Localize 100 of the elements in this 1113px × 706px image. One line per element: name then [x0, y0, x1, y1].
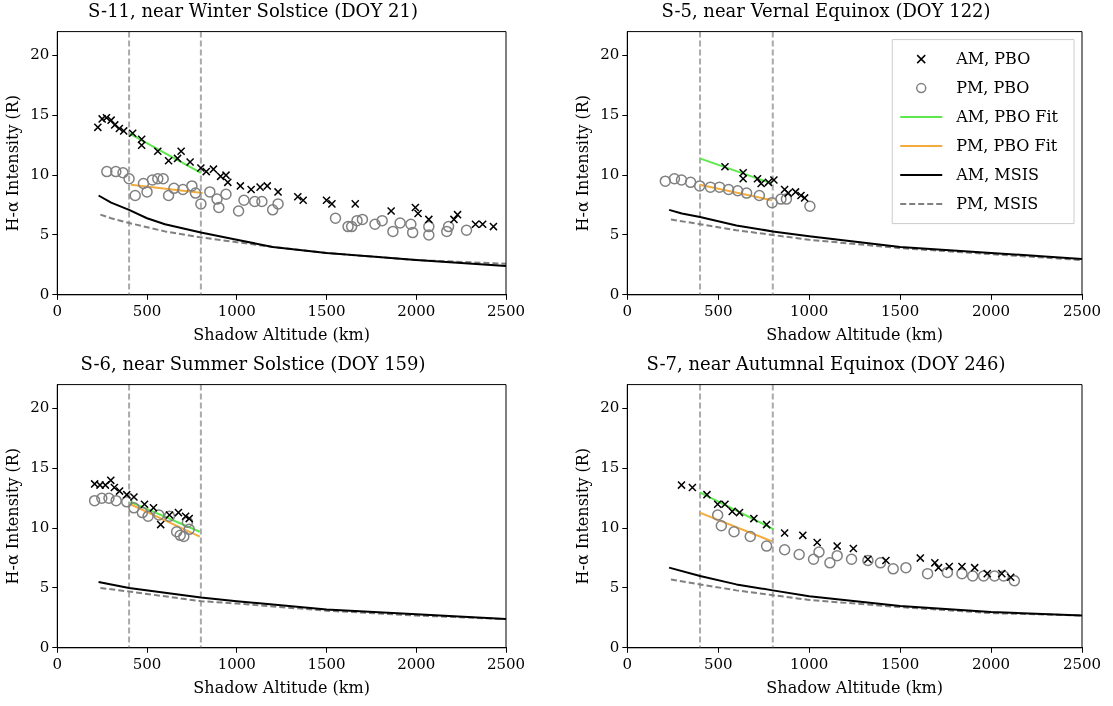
x-tick-label: 1000 — [790, 654, 829, 673]
point — [807, 553, 820, 566]
point — [386, 206, 396, 216]
point — [460, 224, 473, 236]
chart-title: S-11, near Winter Solstice (DOY 21) — [88, 0, 418, 22]
point — [1008, 575, 1021, 587]
point — [780, 193, 793, 205]
point — [749, 514, 759, 523]
x-tick-label: 1500 — [881, 301, 920, 320]
point — [181, 516, 194, 528]
x-axis-title: Shadow Altitude (km) — [766, 324, 943, 344]
point — [702, 490, 712, 499]
point — [189, 187, 202, 199]
x-tick-label: 2500 — [486, 301, 526, 320]
point — [140, 499, 149, 509]
point — [236, 181, 245, 191]
point — [129, 492, 139, 502]
point — [764, 178, 773, 187]
x-tick-label: 500 — [132, 301, 162, 320]
point — [966, 570, 979, 582]
point — [715, 520, 728, 532]
point — [812, 538, 822, 547]
point — [209, 164, 218, 174]
y-tick-label: 10 — [30, 165, 50, 184]
point — [930, 558, 940, 568]
point — [110, 120, 120, 130]
point — [170, 526, 183, 538]
point — [791, 187, 800, 197]
point — [997, 570, 1010, 582]
x-tick-label: 2500 — [1062, 654, 1102, 673]
point — [778, 543, 791, 556]
y-tick-label: 0 — [609, 637, 620, 656]
point — [921, 567, 934, 580]
y-tick-label: 15 — [30, 458, 50, 477]
point — [849, 544, 858, 553]
x-tick-label: 1500 — [307, 654, 346, 673]
point — [744, 530, 756, 543]
point — [668, 173, 681, 185]
point — [110, 494, 122, 507]
y-tick-label: 5 — [609, 224, 620, 243]
point — [97, 114, 107, 124]
point — [471, 219, 480, 229]
x-tick-label: 500 — [703, 301, 733, 320]
point — [813, 546, 825, 558]
x-tick-label: 0 — [52, 301, 63, 320]
point — [760, 540, 773, 552]
point — [178, 530, 190, 543]
point — [256, 195, 268, 208]
point — [387, 225, 399, 238]
point — [735, 508, 744, 517]
legend-label: PM, PBO — [956, 78, 1030, 98]
point — [832, 541, 842, 551]
point — [156, 520, 165, 529]
point — [266, 204, 279, 216]
x-tick-label: 0 — [622, 301, 633, 320]
point — [136, 506, 149, 519]
point — [93, 123, 103, 132]
point — [216, 172, 225, 181]
point — [204, 186, 216, 198]
point — [88, 494, 101, 507]
x-tick-label: 2000 — [397, 301, 436, 320]
point — [103, 492, 115, 505]
y-tick-label: 5 — [609, 577, 620, 596]
y-tick-label: 10 — [600, 165, 620, 184]
chart-title: S-5, near Vernal Equinox (DOY 122) — [661, 0, 991, 22]
point — [211, 193, 223, 205]
point — [117, 167, 129, 179]
point — [804, 200, 816, 213]
point — [272, 198, 284, 210]
y-tick-label: 15 — [600, 105, 620, 124]
point — [677, 480, 686, 490]
point — [713, 181, 726, 193]
point — [988, 570, 1001, 582]
point — [684, 176, 697, 189]
point — [977, 570, 990, 582]
y-tick-label: 20 — [600, 398, 620, 417]
point — [101, 165, 113, 178]
legend-label: PM, MSIS — [956, 194, 1039, 214]
point — [659, 175, 672, 187]
point — [756, 179, 766, 188]
point — [982, 569, 992, 578]
point — [149, 503, 158, 513]
x-tick-label: 1000 — [790, 301, 829, 320]
y-tick-label: 15 — [30, 105, 50, 124]
point — [478, 219, 487, 229]
point — [128, 129, 137, 138]
point — [273, 187, 283, 197]
x-tick-label: 1000 — [217, 301, 256, 320]
point — [740, 187, 753, 199]
point — [944, 562, 954, 571]
y-axis-title: H-α Intensity (R) — [2, 447, 22, 585]
point — [369, 218, 381, 230]
point — [1006, 572, 1015, 582]
point — [298, 196, 308, 205]
point — [489, 222, 498, 231]
point — [793, 548, 805, 561]
point — [769, 175, 779, 185]
x-tick-label: 500 — [703, 654, 733, 673]
point — [675, 174, 688, 186]
point — [174, 529, 186, 542]
